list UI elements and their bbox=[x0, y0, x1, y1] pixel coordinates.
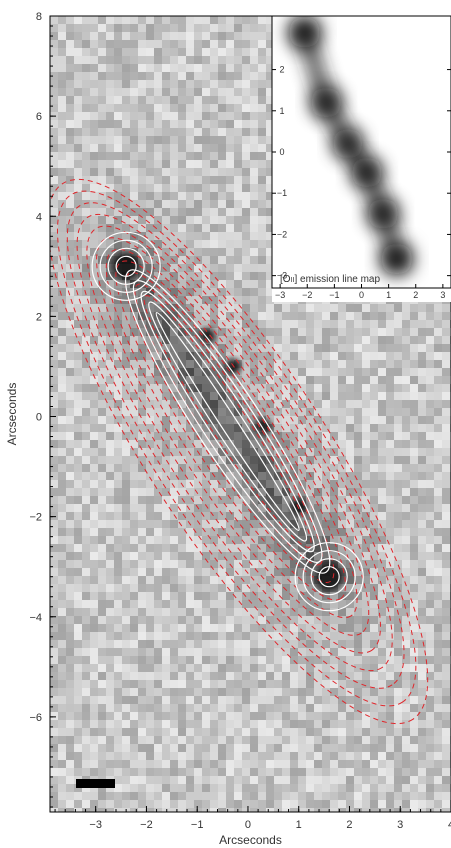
inset-y-tick-label: −1 bbox=[277, 188, 287, 198]
main-axis-ticks bbox=[50, 15, 451, 812]
inset-x-tick-label: 1 bbox=[386, 290, 391, 300]
y-tick-label: −2 bbox=[29, 512, 42, 524]
main-plot-frame bbox=[49, 15, 451, 813]
y-tick-label: 0 bbox=[36, 412, 42, 424]
emission-blob bbox=[332, 128, 364, 160]
inset-y-tick-label: 1 bbox=[279, 106, 284, 116]
white-contour bbox=[302, 550, 356, 604]
x-tick-label: 2 bbox=[346, 819, 352, 831]
white-contour bbox=[115, 255, 137, 277]
inset-y-tick-label: −2 bbox=[277, 229, 287, 239]
white-contour bbox=[124, 269, 331, 574]
inset-y-tick-label: 2 bbox=[279, 65, 284, 75]
emission-blob bbox=[310, 86, 342, 119]
bright-knot bbox=[290, 498, 307, 515]
red-contour bbox=[56, 190, 417, 707]
x-tick-label: 0 bbox=[245, 819, 251, 831]
y-tick-label: −6 bbox=[29, 712, 42, 724]
x-axis-label: Arcseconds bbox=[219, 833, 282, 847]
inset-x-tick-label: −1 bbox=[329, 290, 339, 300]
x-tick-label: 4 bbox=[448, 819, 451, 831]
red-contour bbox=[66, 202, 405, 689]
red-contour bbox=[50, 178, 429, 725]
y-tick-label: 2 bbox=[36, 311, 42, 323]
red-contour bbox=[115, 260, 346, 601]
x-tick-label: 3 bbox=[397, 819, 403, 831]
emission-blob bbox=[288, 16, 321, 49]
emission-blob bbox=[380, 243, 413, 276]
white-contour bbox=[318, 566, 340, 588]
emission-blob bbox=[351, 157, 383, 189]
white-contour bbox=[310, 558, 348, 596]
x-tick-label: −1 bbox=[191, 819, 204, 831]
red-contour bbox=[143, 295, 312, 548]
inset-x-tick-label: 2 bbox=[413, 290, 418, 300]
inset-x-tick-label: −2 bbox=[302, 290, 312, 300]
inset-y-tick-label: −3 bbox=[277, 271, 287, 281]
white-contour bbox=[155, 312, 300, 531]
red-contour bbox=[105, 248, 358, 619]
red-contour bbox=[124, 272, 335, 583]
white-contour bbox=[99, 239, 153, 293]
y-tick-label: 8 bbox=[36, 11, 42, 23]
inset-tick-labels: −3 −2 −1 0 1 2 3 −3 −2 −1 0 1 2 bbox=[275, 65, 445, 300]
inset-y-tick-label: 0 bbox=[279, 147, 284, 157]
y-tick-label: 4 bbox=[36, 211, 42, 223]
x-tick-label: 1 bbox=[296, 819, 302, 831]
scale-bar bbox=[76, 779, 115, 788]
red-contour bbox=[86, 225, 381, 654]
x-tick-label: −2 bbox=[140, 819, 153, 831]
x-tick-label: −3 bbox=[89, 819, 102, 831]
white-contour bbox=[107, 247, 145, 285]
red-dashed-contours bbox=[50, 178, 429, 725]
inset-caption: [OII] emission line map bbox=[280, 274, 380, 285]
white-solid-contours bbox=[91, 231, 364, 612]
white-contour bbox=[140, 290, 315, 553]
y-tick-label: 6 bbox=[36, 111, 42, 123]
inset-x-tick-label: 3 bbox=[440, 290, 445, 300]
inset-x-tick-label: 0 bbox=[359, 290, 364, 300]
emission-blob bbox=[367, 198, 399, 230]
inset-emission-map bbox=[288, 16, 413, 276]
inset-x-tick-label: −3 bbox=[275, 290, 285, 300]
inset-axis-ticks bbox=[272, 69, 451, 288]
y-tick-label: −4 bbox=[29, 612, 42, 624]
inset-panel: [OII] emission line map bbox=[271, 15, 451, 302]
white-contour bbox=[148, 301, 308, 542]
white-contour bbox=[294, 542, 364, 612]
main-tick-labels: −3 −2 −1 0 1 2 3 4 −6 −4 −2 0 2 4 6 8 bbox=[29, 11, 451, 831]
y-axis-label: Arcseconds bbox=[5, 383, 19, 446]
red-contour bbox=[76, 213, 393, 672]
white-contour bbox=[91, 231, 161, 301]
